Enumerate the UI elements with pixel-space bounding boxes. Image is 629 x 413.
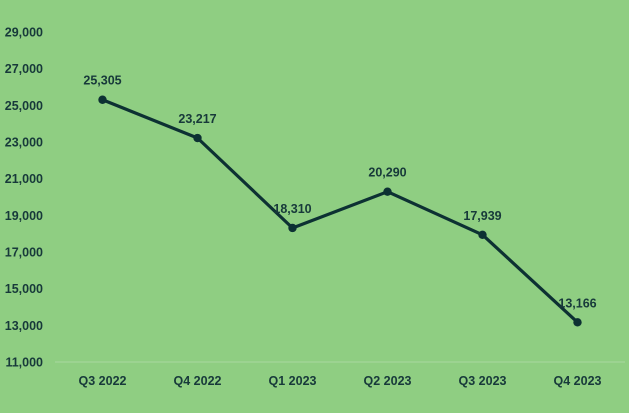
y-tick-label: 17,000 [5, 246, 43, 260]
y-tick-label: 15,000 [5, 282, 43, 296]
data-label: 23,217 [178, 112, 216, 126]
y-tick-label: 29,000 [5, 26, 43, 40]
data-point [288, 223, 297, 233]
x-tick-label: Q2 2023 [364, 374, 412, 388]
x-tick-label: Q3 2023 [459, 374, 507, 388]
y-tick-label: 25,000 [5, 99, 43, 113]
data-label: 25,305 [83, 74, 121, 88]
y-tick-label: 27,000 [5, 62, 43, 76]
data-label: 17,939 [463, 209, 501, 223]
x-tick-label: Q4 2022 [174, 374, 222, 388]
y-tick-label: 13,000 [5, 319, 43, 333]
x-tick-label: Q3 2022 [79, 374, 127, 388]
y-tick-label: 21,000 [5, 172, 43, 186]
data-label: 13,166 [558, 296, 596, 310]
x-axis-ticks: Q3 2022 Q4 2022 Q1 2023 Q2 2023 Q3 2023 Q4 20… [79, 374, 602, 388]
x-tick-label: Q1 2023 [269, 374, 317, 388]
data-label: 20,290 [368, 166, 406, 180]
data-labels: 25,305 23,217 18,310 20,290 17,939 13,166 [83, 74, 596, 311]
data-label: 18,310 [273, 202, 311, 216]
x-tick-label: Q4 2023 [554, 374, 602, 388]
data-point [573, 318, 582, 327]
data-points [98, 95, 582, 327]
data-point [193, 133, 202, 143]
y-tick-label: 19,000 [5, 209, 43, 223]
y-tick-label: 11,000 [5, 356, 43, 370]
y-tick-label: 23,000 [5, 136, 43, 150]
data-point [98, 95, 107, 104]
series-line [101, 98, 579, 324]
y-axis-ticks: 11,000 13,000 15,000 17,000 19,000 21,000 23,0… [5, 26, 43, 370]
data-point [478, 230, 487, 239]
data-point [383, 187, 392, 196]
